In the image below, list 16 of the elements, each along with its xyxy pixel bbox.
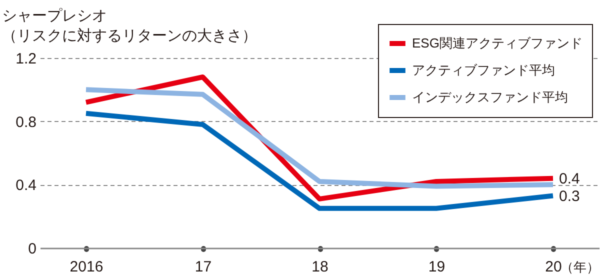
x-tick-label: 2016 [70,258,104,276]
y-axis-title: シャープレシオ（リスクに対するリターンの大きさ） [2,8,257,44]
x-tick-label: 18 [312,258,328,276]
x-tick-label: 20 [545,258,562,276]
legend-label: インデックスファンド平均 [412,90,568,104]
legend-label: アクティブファンド平均 [412,62,555,78]
data-label: 0.4 [559,170,580,188]
legend-label: ESG関連アクティブファンド [412,36,582,50]
y-tick-label: 1.2 [16,50,36,68]
x-tick-label: 17 [194,258,212,276]
data-label: 0.3 [559,188,580,205]
x-tick-label: 19 [428,258,446,276]
y-tick-label: 0.4 [16,177,36,194]
y-tick-label: 0 [28,240,36,258]
x-axis-title: （年） [560,260,600,274]
y-tick-label: 0.8 [16,114,36,131]
